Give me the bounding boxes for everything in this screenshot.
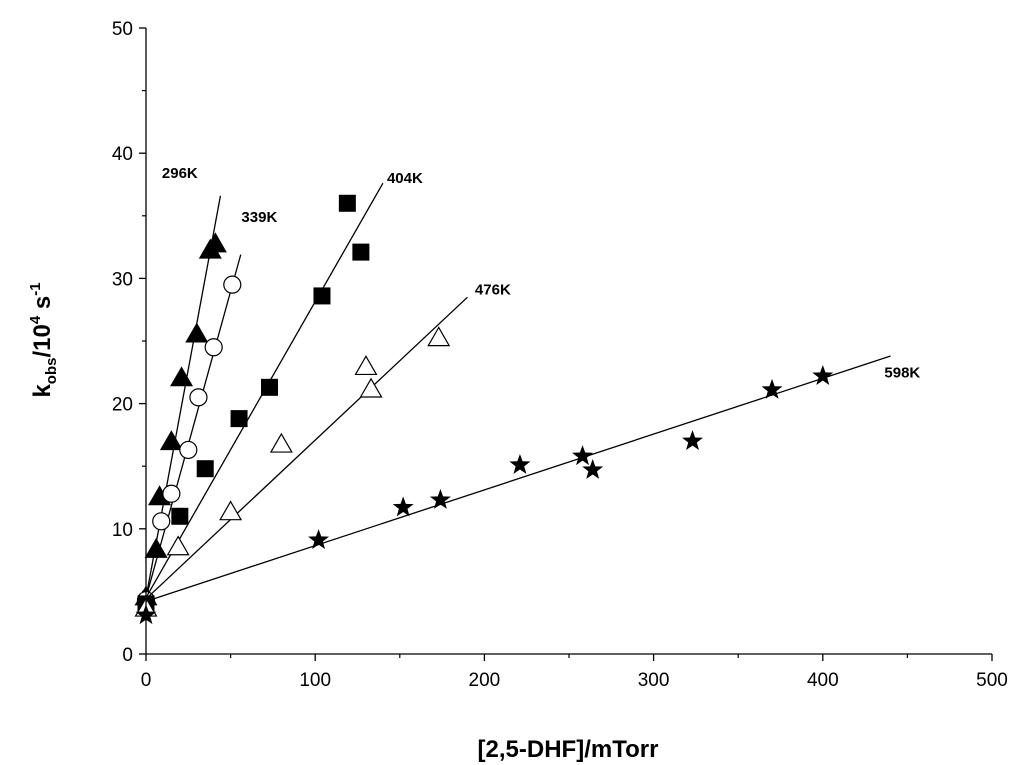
fit-line xyxy=(145,254,242,598)
filled-star-marker xyxy=(429,489,451,509)
x-tick-label: 200 xyxy=(469,670,501,691)
series-label: 296K xyxy=(162,165,198,182)
y-axis-title-sub: obs xyxy=(43,358,60,385)
x-tick-label: 300 xyxy=(638,670,670,691)
y-axis-title-sup2: -1 xyxy=(27,282,44,295)
series-598K xyxy=(135,355,891,625)
plot-area xyxy=(134,182,891,625)
series-label: 476K xyxy=(475,282,511,299)
fit-line xyxy=(145,355,891,603)
y-tick-label: 30 xyxy=(112,269,133,290)
filled-star-marker xyxy=(392,496,414,517)
series-label: 404K xyxy=(387,170,423,187)
series-296K xyxy=(134,195,227,606)
y-tick-label: 10 xyxy=(112,520,133,541)
filled-triangle-marker xyxy=(203,232,227,253)
x-tick-label: 400 xyxy=(807,670,839,691)
open-triangle-marker xyxy=(219,500,243,521)
y-tick-label: 20 xyxy=(112,395,133,416)
open-triangle-marker xyxy=(354,355,378,376)
x-tick-label: 500 xyxy=(976,670,1008,691)
x-axis-title: [2,5-DHF]/mTorr xyxy=(478,736,659,763)
filled-square-marker xyxy=(171,507,189,525)
y-tick-label: 40 xyxy=(112,144,133,165)
series-476K xyxy=(134,296,468,617)
filled-star-marker xyxy=(572,445,593,466)
fit-line xyxy=(145,296,468,600)
open-triangle-marker xyxy=(166,535,190,556)
y-axis-title-mid: /10 xyxy=(29,324,56,357)
open-triangle-marker xyxy=(427,326,451,347)
filled-star-marker xyxy=(582,458,604,479)
axes: 0 100 200 300 400 500 0 10 20 30 40 50 xyxy=(112,19,1008,691)
y-tick-label: 0 xyxy=(122,645,133,666)
open-circle-marker xyxy=(152,512,171,531)
open-triangle-marker xyxy=(359,377,383,398)
y-tick-label: 50 xyxy=(112,19,133,40)
y-axis-title-sup1: 4 xyxy=(27,315,44,324)
open-triangle-marker xyxy=(269,432,293,453)
filled-triangle-marker xyxy=(144,537,168,558)
filled-square-marker xyxy=(338,194,356,212)
filled-square-marker xyxy=(352,243,370,261)
x-tick-label: 0 xyxy=(141,670,152,691)
filled-square-marker xyxy=(230,410,248,428)
open-circle-marker xyxy=(223,275,242,294)
filled-triangle-marker xyxy=(159,430,183,451)
filled-star-marker xyxy=(682,430,703,451)
series-labels: 296K 339K 404K 476K 598K xyxy=(162,165,921,381)
filled-square-marker xyxy=(261,378,279,396)
filled-star-marker xyxy=(308,529,330,549)
filled-star-marker xyxy=(812,365,834,385)
y-axis-title-end: s xyxy=(29,296,56,316)
filled-star-marker xyxy=(509,453,531,474)
filled-square-marker xyxy=(196,460,214,478)
y-axis-title-main: k xyxy=(29,384,56,398)
open-circle-marker xyxy=(162,484,181,503)
fit-line xyxy=(145,195,222,598)
filled-triangle-marker xyxy=(170,366,194,387)
y-axis-title: kobs/104 s-1 xyxy=(27,282,60,397)
series-label: 598K xyxy=(884,364,920,381)
filled-triangle-marker xyxy=(185,322,209,343)
open-circle-marker xyxy=(189,388,208,407)
open-circle-marker xyxy=(179,440,198,460)
series-339K xyxy=(136,254,242,610)
filled-star-marker xyxy=(761,378,783,399)
filled-square-marker xyxy=(313,287,331,305)
x-tick-label: 100 xyxy=(299,670,331,691)
open-circle-marker xyxy=(204,338,223,357)
series-label: 339K xyxy=(241,209,277,226)
